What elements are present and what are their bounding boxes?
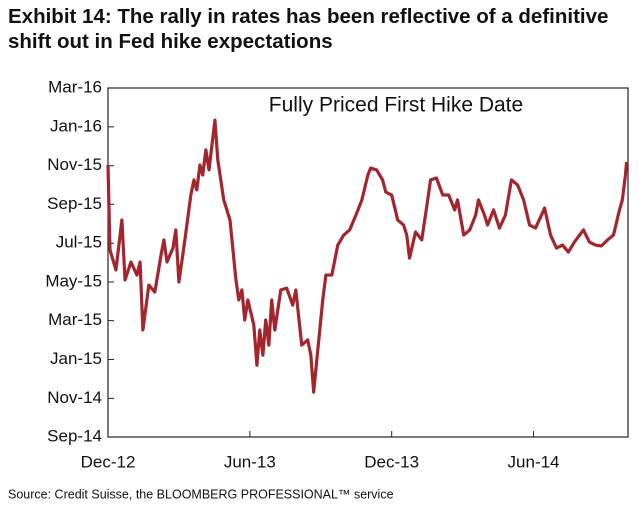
y-tick-label: Jan-16 <box>50 116 102 135</box>
x-tick-label: Jun-13 <box>224 452 276 471</box>
y-tick-label: Sep-14 <box>47 426 102 445</box>
x-tick-label: Dec-12 <box>81 452 136 471</box>
y-tick-label: Mar-15 <box>48 310 102 329</box>
y-tick-label: Jul-15 <box>56 233 102 252</box>
x-tick-label: Jun-14 <box>508 452 560 471</box>
y-tick-label: Nov-14 <box>47 388 102 407</box>
y-tick-label: Sep-15 <box>47 194 102 213</box>
x-tick-label: Dec-13 <box>364 452 419 471</box>
y-tick-label: Mar-16 <box>48 77 102 96</box>
annotation: Fully Priced First Hike Date <box>269 94 523 117</box>
y-tick-label: Jan-15 <box>50 349 102 368</box>
y-tick-label: May-15 <box>45 272 102 291</box>
y-tick-label: Nov-15 <box>47 155 102 174</box>
data-line <box>106 118 629 394</box>
plot-frame <box>107 87 629 438</box>
source: Source: Credit Suisse, the BLOOMBERG PRO… <box>8 487 394 501</box>
chart-title: Exhibit 14: The rally in rates has been … <box>8 5 609 53</box>
